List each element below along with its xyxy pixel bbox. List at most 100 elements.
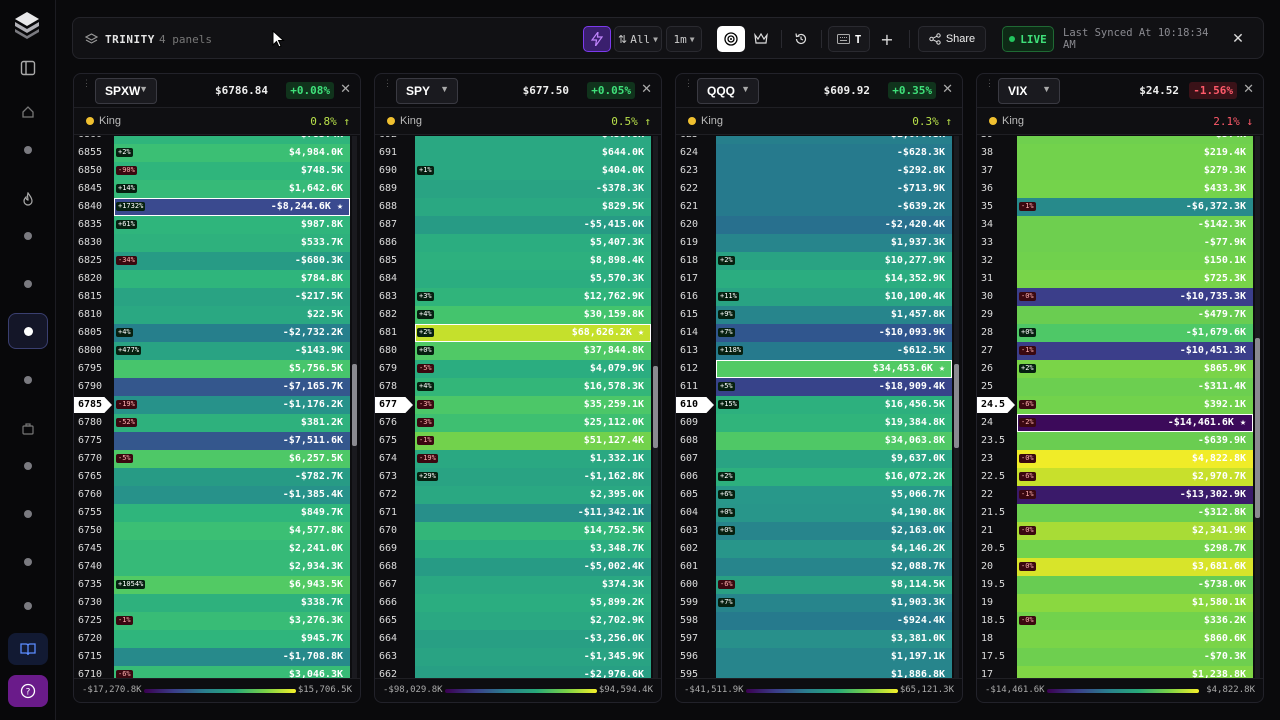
gex-cell[interactable]: $19,384.8K [716, 414, 952, 432]
gex-cell[interactable]: $1,070.3K [716, 136, 952, 144]
table-row[interactable]: 17.5 -$70.3K [977, 648, 1263, 666]
table-row[interactable]: 6755 $849.7K [74, 504, 360, 522]
gex-cell[interactable]: -6% $2,970.7K [1017, 468, 1253, 486]
gex-cell[interactable]: +9% $1,457.8K [716, 306, 952, 324]
gex-cell[interactable]: $150.1K [1017, 252, 1253, 270]
gex-cell[interactable]: $1,238.8K [1017, 666, 1253, 678]
table-row[interactable]: 21 -0% $2,341.9K [977, 522, 1263, 540]
nav-dot-icon[interactable] [8, 594, 48, 618]
logo-icon[interactable] [12, 10, 42, 40]
live-badge[interactable]: LIVE [1002, 26, 1054, 52]
table-row[interactable]: 663 -$1,345.9K [375, 648, 661, 666]
table-row[interactable]: 670 $14,752.5K [375, 522, 661, 540]
nav-dot-icon[interactable] [8, 498, 48, 530]
share-button[interactable]: Share [918, 26, 986, 52]
gex-cell[interactable]: $1,580.1K [1017, 594, 1253, 612]
gex-cell[interactable]: -$311.4K [1017, 378, 1253, 396]
table-row[interactable]: 6745 $2,241.0K [74, 540, 360, 558]
gex-cell[interactable]: $14,352.9K [716, 270, 952, 288]
table-row[interactable]: 6800 +477% -$143.9K [74, 342, 360, 360]
scrollbar-thumb[interactable] [653, 366, 658, 448]
gex-cell[interactable]: -34% -$680.3K [114, 252, 350, 270]
table-row[interactable]: 36 $433.3K [977, 180, 1263, 198]
table-row[interactable]: 684 $5,570.3K [375, 270, 661, 288]
table-row[interactable]: 35 -1% -$6,372.3K [977, 198, 1263, 216]
table-row[interactable]: 21.5 -$312.8K [977, 504, 1263, 522]
gex-cell[interactable]: +2% $68,626.2K ★ [415, 324, 651, 342]
table-row[interactable]: 6845 +14% $1,642.6K [74, 180, 360, 198]
table-row[interactable]: 625 $1,070.3K [676, 136, 962, 144]
table-row[interactable]: 681 +2% $68,626.2K ★ [375, 324, 661, 342]
table-row[interactable]: 29 -$479.7K [977, 306, 1263, 324]
gex-cell[interactable]: $2,702.9K [415, 612, 651, 630]
gex-cell[interactable]: -$628.3K [716, 144, 952, 162]
gex-cell[interactable]: $3,381.0K [716, 630, 952, 648]
table-row[interactable]: 6805 +4% -$2,732.2K [74, 324, 360, 342]
close-panel-icon[interactable]: ✕ [1243, 82, 1254, 97]
table-row[interactable]: 674 -19% $1,332.1K [375, 450, 661, 468]
gex-cell[interactable]: $2,088.7K [716, 558, 952, 576]
gex-cell[interactable]: $458.8K [415, 136, 651, 144]
gex-cell[interactable]: +477% -$143.9K [114, 342, 350, 360]
gex-cell[interactable]: $219.4K [1017, 144, 1253, 162]
table-row[interactable]: 28 +0% -$1,679.6K [977, 324, 1263, 342]
table-row[interactable]: 34 -$142.3K [977, 216, 1263, 234]
gex-cell[interactable]: $298.7K [1017, 540, 1253, 558]
gex-cell[interactable]: $3,348.7K [415, 540, 651, 558]
table-row[interactable]: 6840 +1732% -$8,244.6K ★ [74, 198, 360, 216]
table-row[interactable]: 6725 -1% $3,276.3K [74, 612, 360, 630]
table-row[interactable]: 22 -1% -$13,302.9K [977, 486, 1263, 504]
table-row[interactable]: 673 +29% -$1,162.8K [375, 468, 661, 486]
gex-cell[interactable]: -1% -$10,451.3K [1017, 342, 1253, 360]
table-row[interactable]: 6765 -$782.7K [74, 468, 360, 486]
gex-cell[interactable]: +1732% -$8,244.6K ★ [114, 198, 350, 216]
panel-toggle-icon[interactable] [8, 52, 48, 84]
drag-handle-icon[interactable]: ⋮⋮ [684, 79, 704, 89]
nav-dot-icon[interactable] [8, 364, 48, 396]
table-row[interactable]: 6720 $945.7K [74, 630, 360, 648]
gex-cell[interactable]: +7% $1,903.3K [716, 594, 952, 612]
gex-cell[interactable]: $34,453.6K ★ [716, 360, 952, 378]
gex-cell[interactable]: -$292.8K [716, 162, 952, 180]
history-button[interactable] [787, 26, 815, 52]
table-row[interactable]: 30 -0% -$10,735.3K [977, 288, 1263, 306]
gex-cell[interactable]: -1% -$6,372.3K [1017, 198, 1253, 216]
gex-cell[interactable]: -$217.5K [114, 288, 350, 306]
gex-cell[interactable]: $2,241.0K [114, 540, 350, 558]
gex-cell[interactable]: -90% $748.5K [114, 162, 350, 180]
table-row[interactable]: 680 +0% $37,844.8K [375, 342, 661, 360]
table-row[interactable]: 6795 $5,756.5K [74, 360, 360, 378]
table-row[interactable]: 6835 +61% $987.8K [74, 216, 360, 234]
table-row[interactable]: 672 $2,395.0K [375, 486, 661, 504]
table-row[interactable]: 676 -3% $25,112.0K [375, 414, 661, 432]
gex-cell[interactable]: -5% $6,257.5K [114, 450, 350, 468]
gex-cell[interactable]: $9,637.0K [716, 450, 952, 468]
scrollbar-thumb[interactable] [1255, 338, 1260, 518]
interval-dropdown[interactable]: 1m ▼ [666, 26, 702, 52]
gex-cell[interactable]: -$2,420.4K [716, 216, 952, 234]
table-row[interactable]: 610 +15% $16,456.5K [676, 396, 962, 414]
table-row[interactable]: 32 $150.1K [977, 252, 1263, 270]
scrollbar-thumb[interactable] [352, 364, 357, 446]
table-row[interactable]: 6790 -$7,165.7K [74, 378, 360, 396]
table-row[interactable]: 689 -$378.3K [375, 180, 661, 198]
gex-cell[interactable]: -$1,708.8K [114, 648, 350, 666]
table-row[interactable]: 6850 -90% $748.5K [74, 162, 360, 180]
gex-cell[interactable]: $725.3K [1017, 270, 1253, 288]
scrollbar[interactable] [954, 136, 959, 678]
table-row[interactable]: 620 -$2,420.4K [676, 216, 962, 234]
table-row[interactable]: 602 $4,146.2K [676, 540, 962, 558]
gex-cell[interactable]: +29% -$1,162.8K [415, 468, 651, 486]
drag-handle-icon[interactable]: ⋮⋮ [383, 79, 403, 89]
gex-cell[interactable]: $945.7K [114, 630, 350, 648]
table-row[interactable]: 6780 -52% $381.2K [74, 414, 360, 432]
gex-cell[interactable]: $5,899.2K [415, 594, 651, 612]
gex-cell[interactable]: $2,934.3K [114, 558, 350, 576]
gex-cell[interactable]: $1,886.8K [716, 666, 952, 678]
gex-cell[interactable]: +4% $16,578.3K [415, 378, 651, 396]
gex-cell[interactable]: +7% -$10,093.9K [716, 324, 952, 342]
gex-cell[interactable]: -$5,002.4K [415, 558, 651, 576]
gex-cell[interactable]: +14% $1,642.6K [114, 180, 350, 198]
gex-cell[interactable]: +5% -$18,909.4K [716, 378, 952, 396]
close-panel-icon[interactable]: ✕ [340, 82, 351, 97]
